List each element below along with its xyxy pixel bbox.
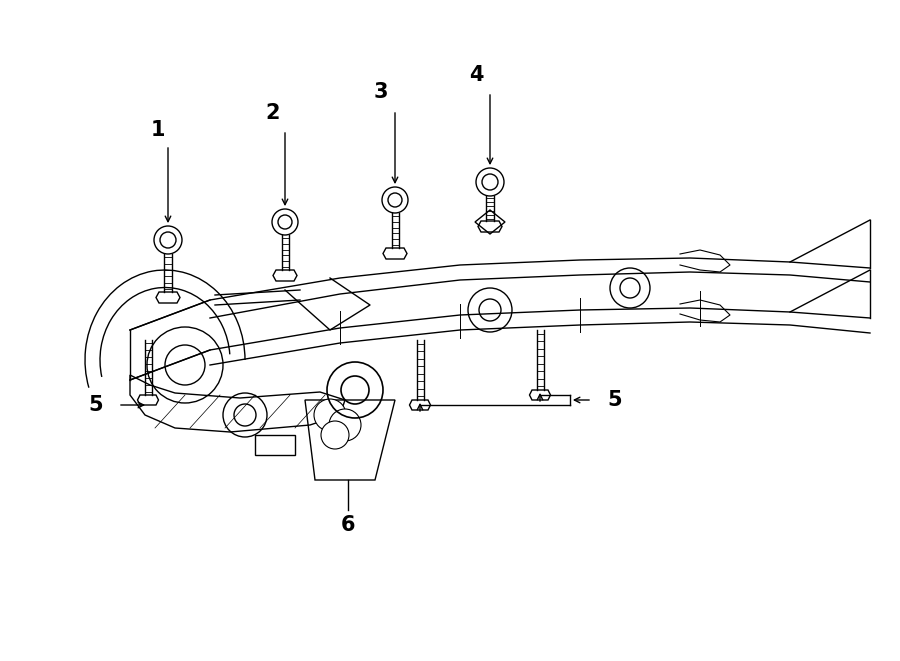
Circle shape bbox=[321, 421, 349, 449]
Circle shape bbox=[329, 409, 361, 441]
Text: 1: 1 bbox=[151, 120, 166, 140]
Circle shape bbox=[314, 399, 346, 431]
Text: 2: 2 bbox=[266, 103, 280, 123]
Text: 5: 5 bbox=[608, 390, 622, 410]
Text: 6: 6 bbox=[341, 515, 356, 535]
Text: 3: 3 bbox=[374, 82, 388, 102]
Text: 5: 5 bbox=[89, 395, 104, 415]
Text: 4: 4 bbox=[469, 65, 483, 85]
